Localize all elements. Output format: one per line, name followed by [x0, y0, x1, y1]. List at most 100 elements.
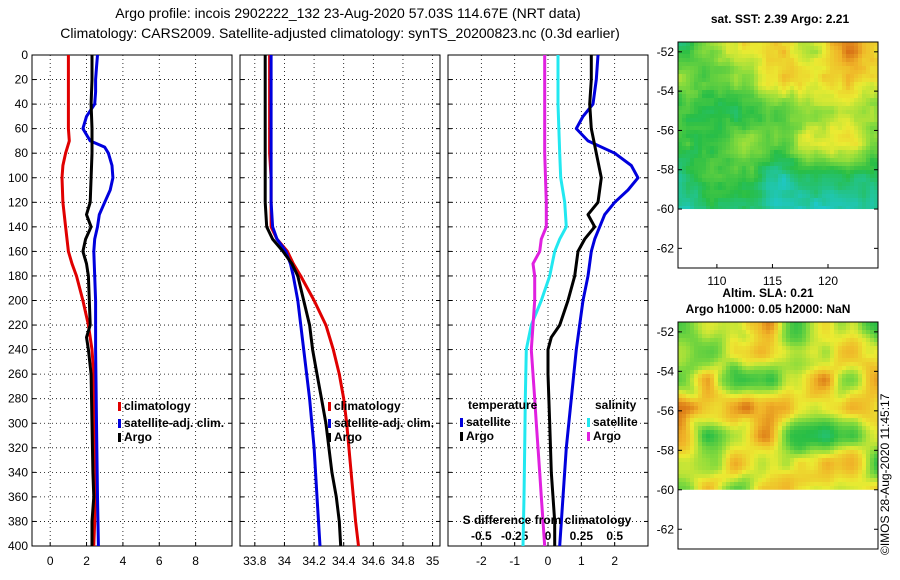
- map-cell: [694, 146, 698, 150]
- map-cell: [762, 410, 766, 414]
- map-cell: [858, 358, 862, 362]
- map-cell: [690, 462, 694, 466]
- map-cell: [850, 106, 854, 110]
- map-cell: [690, 50, 694, 54]
- map-cell: [822, 342, 826, 346]
- map-cell: [718, 450, 722, 454]
- map-cell: [750, 130, 754, 134]
- map-cell: [830, 386, 834, 390]
- map-cell: [870, 406, 874, 410]
- map-cell: [738, 138, 742, 142]
- map-cell: [754, 186, 758, 190]
- map-cell: [822, 386, 826, 390]
- map-cell: [718, 370, 722, 374]
- map-cell: [706, 90, 710, 94]
- map-cell: [734, 194, 738, 198]
- map-cell: [678, 98, 682, 102]
- map-cell: [702, 450, 706, 454]
- map-cell: [750, 118, 754, 122]
- map-cell: [682, 346, 686, 350]
- map-cell: [702, 334, 706, 338]
- map-cell: [742, 46, 746, 50]
- map-cell: [694, 138, 698, 142]
- map-cell: [794, 206, 798, 210]
- map-cell: [846, 106, 850, 110]
- map-cell: [738, 374, 742, 378]
- map-cell: [702, 198, 706, 202]
- map-cell: [714, 186, 718, 190]
- map-cell: [682, 422, 686, 426]
- map-cell: [842, 198, 846, 202]
- map-cell: [690, 346, 694, 350]
- map-cell: [730, 182, 734, 186]
- map-cell: [802, 110, 806, 114]
- map-cell: [690, 482, 694, 486]
- map-cell: [818, 114, 822, 118]
- map-cell: [862, 142, 866, 146]
- map-cell: [682, 118, 686, 122]
- map-cell: [786, 446, 790, 450]
- map-cell: [838, 94, 842, 98]
- map-cell: [806, 394, 810, 398]
- map-cell: [798, 426, 802, 430]
- map-cell: [762, 434, 766, 438]
- map-cell: [854, 126, 858, 130]
- map-cell: [774, 438, 778, 442]
- map-cell: [698, 322, 702, 326]
- map-cell: [810, 126, 814, 130]
- map-cell: [762, 482, 766, 486]
- map-cell: [758, 322, 762, 326]
- map-cell: [818, 146, 822, 150]
- map-cell: [762, 394, 766, 398]
- difference-legend: temperature salinity satellite Argo sate…: [460, 398, 638, 527]
- map-cell: [778, 118, 782, 122]
- map-cell: [702, 170, 706, 174]
- map-cell: [822, 462, 826, 466]
- map-cell: [830, 398, 834, 402]
- map-cell: [830, 470, 834, 474]
- map-cell: [814, 362, 818, 366]
- map-cell: [702, 194, 706, 198]
- map-cell: [750, 446, 754, 450]
- map-cell: [786, 390, 790, 394]
- map-cell: [718, 466, 722, 470]
- map-cell: [762, 446, 766, 450]
- map-cell: [762, 154, 766, 158]
- map-cell: [778, 198, 782, 202]
- map-cell: [678, 122, 682, 126]
- map-cell: [682, 470, 686, 474]
- map-cell: [870, 478, 874, 482]
- map-cell: [770, 174, 774, 178]
- map-cell: [722, 170, 726, 174]
- map-cell: [802, 94, 806, 98]
- map-cell: [810, 198, 814, 202]
- map-cell: [862, 190, 866, 194]
- map-cell: [746, 166, 750, 170]
- map-cell: [802, 114, 806, 118]
- map-cell: [734, 434, 738, 438]
- map-cell: [702, 466, 706, 470]
- map-cell: [770, 82, 774, 86]
- map-cell: [702, 362, 706, 366]
- map-cell: [710, 346, 714, 350]
- map-cell: [766, 174, 770, 178]
- map-cell: [778, 122, 782, 126]
- map-cell: [726, 58, 730, 62]
- map-cell: [858, 126, 862, 130]
- map-cell: [718, 62, 722, 66]
- map-cell: [830, 94, 834, 98]
- map-cell: [686, 450, 690, 454]
- map-cell: [762, 86, 766, 90]
- map-cell: [766, 458, 770, 462]
- map-cell: [842, 126, 846, 130]
- map-cell: [790, 162, 794, 166]
- map-cell: [694, 130, 698, 134]
- map-cell: [734, 206, 738, 210]
- map-cell: [718, 206, 722, 210]
- map-cell: [798, 326, 802, 330]
- map-cell: [794, 326, 798, 330]
- map-cell: [790, 446, 794, 450]
- map-cell: [762, 94, 766, 98]
- map-cell: [730, 82, 734, 86]
- map-cell: [842, 170, 846, 174]
